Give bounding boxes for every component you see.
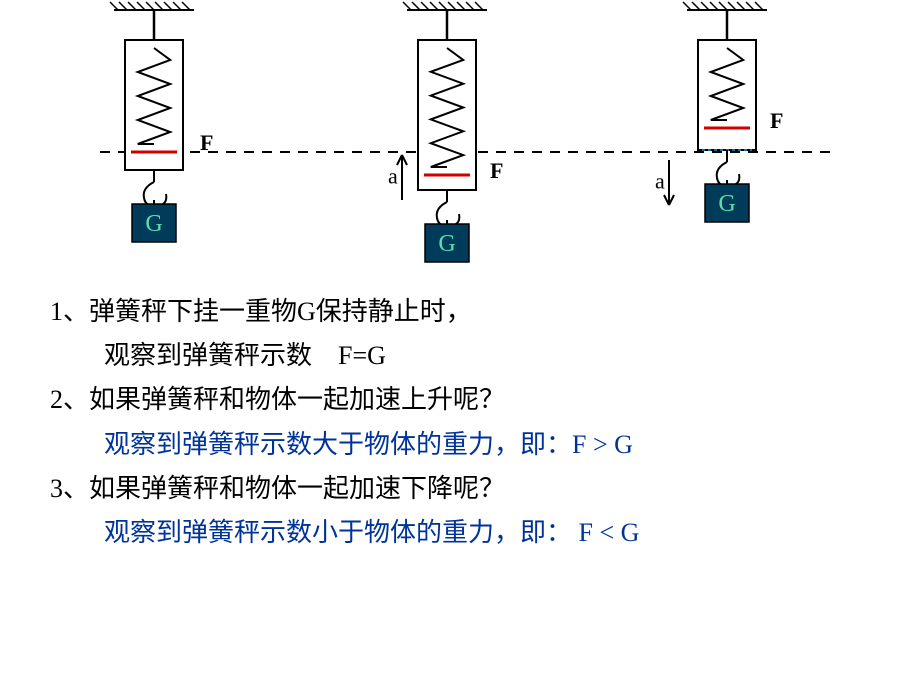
hatch bbox=[164, 2, 172, 10]
weight-label: G bbox=[438, 231, 455, 257]
hook-icon bbox=[717, 162, 740, 186]
question-2: 2、如果弹簧秤和物体一起加速上升呢？ bbox=[50, 378, 880, 422]
scale-body bbox=[698, 40, 756, 150]
acceleration-label: a bbox=[388, 164, 398, 189]
hatch bbox=[710, 2, 718, 10]
hatch bbox=[457, 2, 465, 10]
answer-3: 观察到弹簧秤示数小于物体的重力，即： F < G bbox=[50, 511, 880, 555]
hatch bbox=[412, 2, 420, 10]
force-label: F bbox=[490, 158, 503, 183]
hatch bbox=[403, 2, 411, 10]
hatch bbox=[155, 2, 163, 10]
hook-icon bbox=[144, 182, 167, 206]
hatch bbox=[439, 2, 447, 10]
hatch bbox=[701, 2, 709, 10]
scale-1: FG bbox=[110, 2, 213, 242]
weight-label: G bbox=[145, 211, 162, 237]
question-3: 3、如果弹簧秤和物体一起加速下降呢？ bbox=[50, 467, 880, 511]
hatch bbox=[728, 2, 736, 10]
hook-icon bbox=[437, 202, 460, 226]
hatch bbox=[146, 2, 154, 10]
hatch bbox=[746, 2, 754, 10]
weight-label: G bbox=[718, 191, 735, 217]
answer-2: 观察到弹簧秤示数大于物体的重力，即：F > G bbox=[50, 423, 880, 467]
force-label: F bbox=[200, 130, 213, 155]
acceleration-label: a bbox=[655, 169, 665, 194]
hatch bbox=[128, 2, 136, 10]
hatch bbox=[119, 2, 127, 10]
hatch bbox=[137, 2, 145, 10]
hatch bbox=[475, 2, 483, 10]
diagram-area: FGFGaFGa bbox=[0, 0, 920, 280]
hatch bbox=[737, 2, 745, 10]
physics-diagram: FGFGaFGa bbox=[0, 0, 920, 280]
hatch bbox=[430, 2, 438, 10]
hatch bbox=[421, 2, 429, 10]
scale-2: F Ga bbox=[388, 2, 503, 262]
question-1-line-2: 观察到弹簧秤示数 F=G bbox=[50, 334, 880, 378]
question-1-line-1: 1、弹簧秤下挂一重物G保持静止时， bbox=[50, 290, 880, 334]
hatch bbox=[692, 2, 700, 10]
hatch bbox=[719, 2, 727, 10]
scale-3: F Ga bbox=[655, 2, 783, 222]
hatch bbox=[466, 2, 474, 10]
hatch bbox=[448, 2, 456, 10]
hatch bbox=[182, 2, 190, 10]
hatch bbox=[755, 2, 763, 10]
hatch bbox=[173, 2, 181, 10]
text-area: 1、弹簧秤下挂一重物G保持静止时， 观察到弹簧秤示数 F=G 2、如果弹簧秤和物… bbox=[0, 280, 920, 555]
force-label: F bbox=[770, 108, 783, 133]
hatch bbox=[683, 2, 691, 10]
hatch bbox=[110, 2, 118, 10]
